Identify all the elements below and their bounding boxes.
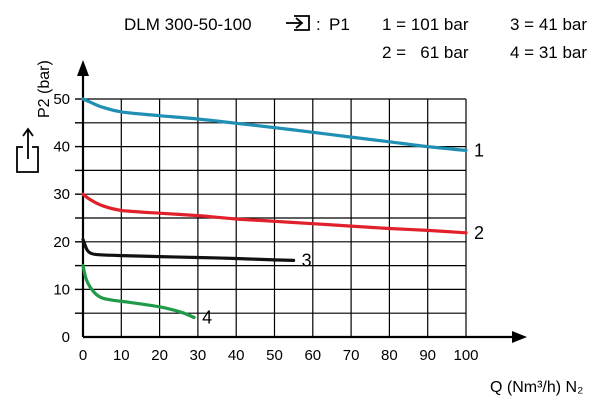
x-axis-arrow [512,331,527,343]
legend-entry-3: 3 = 41 bar [510,15,587,34]
inlet-colon: : [316,15,321,34]
y-tick-label: 0 [62,329,70,346]
tick-labels: 0 10 20 30 40 50 60 70 80 90 100 0 10 20 30 40 50 [53,91,478,364]
legend-entry-2: 2 = 61 bar [382,43,469,62]
legend-entry-1: 1 = 101 bar [382,15,469,34]
series-line-3 [81,237,296,262]
x-tick-label: 60 [304,347,321,364]
axes [75,60,527,343]
y-tick-label: 20 [53,234,70,251]
x-tick-label: 0 [79,347,87,364]
x-tick-label: 20 [151,347,168,364]
series-label-1: 1 [474,140,484,160]
inlet-pressure-label: P1 [329,15,350,34]
x-tick-label: 70 [343,347,360,364]
y-tick-label: 30 [53,186,70,203]
y-tick-label: 40 [53,139,70,156]
x-tick-label: 80 [381,347,398,364]
series-line-4 [81,264,196,320]
y-axis-arrow [77,60,89,76]
y-tick-label: 10 [53,281,70,298]
legend-entry-4: 4 = 31 bar [510,43,587,62]
x-tick-label: 100 [453,347,478,364]
x-tick-label: 90 [419,347,436,364]
outlet-icon [16,127,39,173]
series-label-4: 4 [202,307,212,327]
series-line-2 [81,192,468,235]
inlet-icon [286,15,310,31]
chart-title: DLM 300-50-100 [124,15,252,34]
x-tick-label: 10 [113,347,130,364]
x-axis-label: Q (Nm³/h) N₂ [490,379,583,396]
x-tick-label: 30 [190,347,207,364]
y-axis-label: P2 (bar) [36,60,53,118]
series-line-1 [81,97,468,152]
grid [83,98,467,337]
series-labels: 1 2 3 4 [202,140,484,327]
x-tick-label: 50 [266,347,283,364]
series-label-2: 2 [474,223,484,243]
series-lines [81,97,468,320]
x-tick-label: 40 [228,347,245,364]
y-tick-label: 50 [53,91,70,108]
series-label-3: 3 [302,250,312,270]
